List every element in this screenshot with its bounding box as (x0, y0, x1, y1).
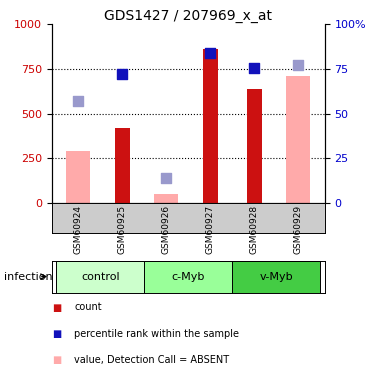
Text: infection: infection (4, 272, 52, 282)
Point (207, 50, 213, 56)
Bar (203, 50, 218, 203)
Bar (286, 76, 310, 203)
Text: GSM60925: GSM60925 (118, 205, 127, 254)
Text: GSM60926: GSM60926 (162, 205, 171, 254)
Bar (154, 194, 178, 203)
Bar (56, 261, 144, 292)
Text: ■: ■ (52, 303, 61, 312)
Point (119, 71, 125, 77)
Bar (232, 261, 320, 292)
Point (251, 64, 257, 70)
Text: percentile rank within the sample: percentile rank within the sample (74, 329, 239, 339)
Bar (66, 151, 91, 203)
Bar (247, 88, 262, 203)
Point (75, 98, 81, 104)
Bar (115, 128, 130, 203)
Point (163, 175, 169, 181)
Text: GSM60929: GSM60929 (294, 205, 303, 254)
Text: GSM60927: GSM60927 (206, 205, 215, 254)
Point (295, 62, 301, 68)
Text: value, Detection Call = ABSENT: value, Detection Call = ABSENT (74, 355, 229, 365)
Text: count: count (74, 303, 102, 312)
Text: GSM60928: GSM60928 (250, 205, 259, 254)
Title: GDS1427 / 207969_x_at: GDS1427 / 207969_x_at (104, 9, 272, 23)
Text: ■: ■ (52, 355, 61, 365)
Bar (144, 261, 232, 292)
Text: v-Myb: v-Myb (259, 272, 293, 282)
Text: GSM60924: GSM60924 (74, 205, 83, 254)
Text: ■: ■ (52, 329, 61, 339)
Text: c-Myb: c-Myb (172, 272, 205, 282)
Text: control: control (81, 272, 119, 282)
